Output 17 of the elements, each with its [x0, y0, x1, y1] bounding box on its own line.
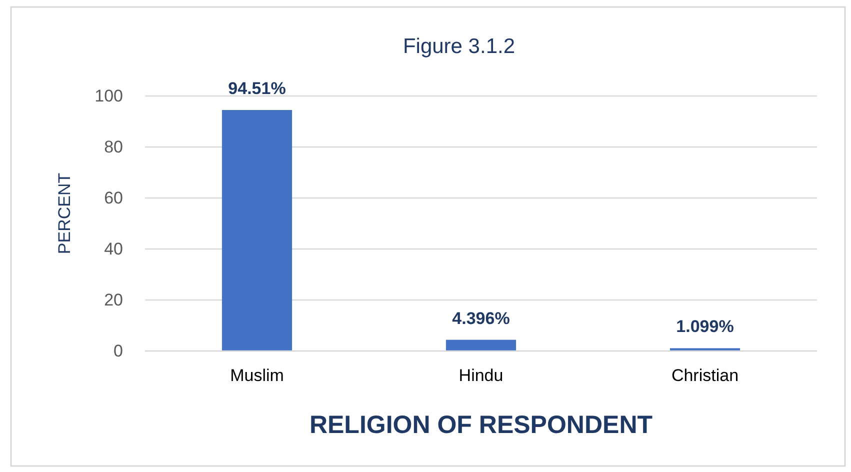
y-tick-label: 40	[104, 239, 123, 258]
y-tick-label: 80	[104, 137, 123, 156]
y-tick-label: 60	[104, 188, 123, 208]
x-tick-label: Christian	[671, 366, 739, 386]
x-tick-label: Hindu	[458, 366, 504, 386]
x-tick-label: Muslim	[230, 366, 284, 386]
data-label: 4.396%	[452, 308, 510, 328]
chart-title: Figure 3.1.2	[402, 35, 516, 58]
x-axis-title: RELIGION OF RESPONDENT	[309, 411, 653, 439]
y-axis-title: PERCENT	[55, 172, 74, 254]
data-label: 94.51%	[228, 79, 286, 98]
bar	[446, 340, 516, 351]
y-tick-label: 0	[114, 341, 123, 360]
data-label: 1.099%	[676, 317, 734, 336]
y-tick-label: 20	[104, 290, 123, 310]
bar	[222, 110, 292, 351]
y-tick-label: 100	[94, 86, 123, 106]
